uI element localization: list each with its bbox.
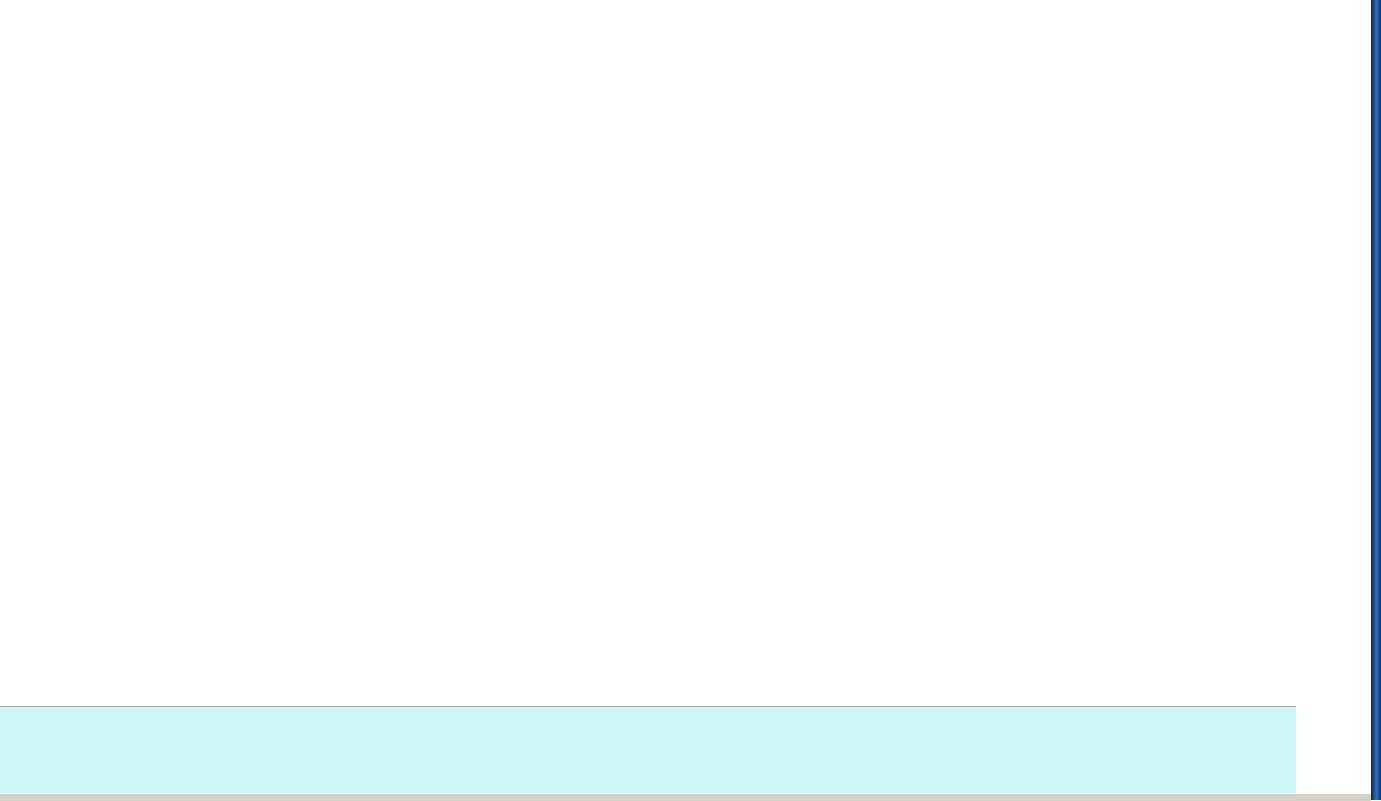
desktop-background-strip — [1371, 0, 1381, 800]
status-bar — [0, 793, 1371, 801]
weather-chart — [0, 0, 1371, 706]
sensor-summary-table — [0, 706, 1296, 795]
